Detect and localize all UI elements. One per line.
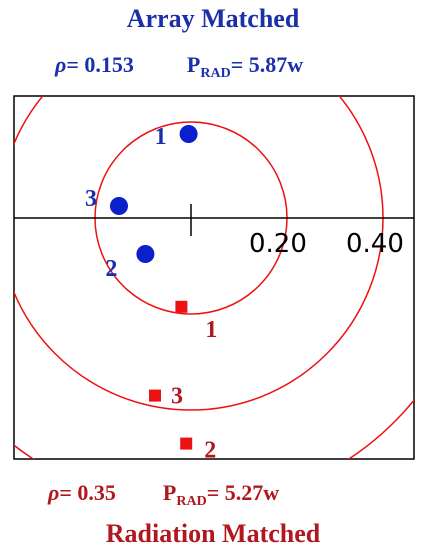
radiation-point-3	[149, 389, 161, 402]
plot-frame	[13, 95, 415, 460]
bottom-prad-label: P	[162, 480, 177, 505]
top-prad-value: = 5.87w	[230, 52, 304, 77]
radiation-point-2	[180, 437, 193, 450]
radiation-point-label-1: 1	[205, 317, 217, 343]
top-prad-subscript: RAD	[200, 66, 231, 81]
array-point-label-3: 3	[85, 186, 97, 212]
top-title: Array Matched	[126, 4, 300, 33]
top-rho-symbol: ρ	[55, 52, 67, 77]
array-point-2	[136, 245, 155, 263]
bottom-prad-value: = 5.27w	[206, 480, 280, 505]
top-stats: ρ= 0.153 PRAD= 5.87w	[55, 52, 303, 82]
array-point-label-2: 2	[105, 256, 117, 282]
bottom-stats: ρ= 0.35 PRAD= 5.27w	[48, 480, 279, 510]
axis-label-020: 0.20	[249, 229, 307, 259]
bottom-title: Radiation Matched	[105, 519, 321, 548]
bottom-prad-subscript: RAD	[176, 494, 207, 509]
array-points-layer: 1 3 2	[85, 124, 198, 282]
bottom-rho-symbol: ρ	[48, 480, 60, 505]
bottom-rho-value: = 0.35	[59, 480, 116, 505]
top-rho-value: = 0.153	[66, 52, 134, 77]
radiation-points-layer: 1 3 2	[149, 300, 217, 464]
array-point-label-1: 1	[155, 124, 167, 150]
top-prad-label: P	[186, 52, 201, 77]
radiation-point-label-2: 2	[204, 438, 216, 464]
radiation-point-1	[175, 300, 188, 313]
axis-label-040: 0.40	[346, 229, 404, 259]
radiation-point-label-3: 3	[171, 384, 183, 410]
array-point-3	[110, 197, 128, 215]
array-point-1	[179, 125, 198, 143]
